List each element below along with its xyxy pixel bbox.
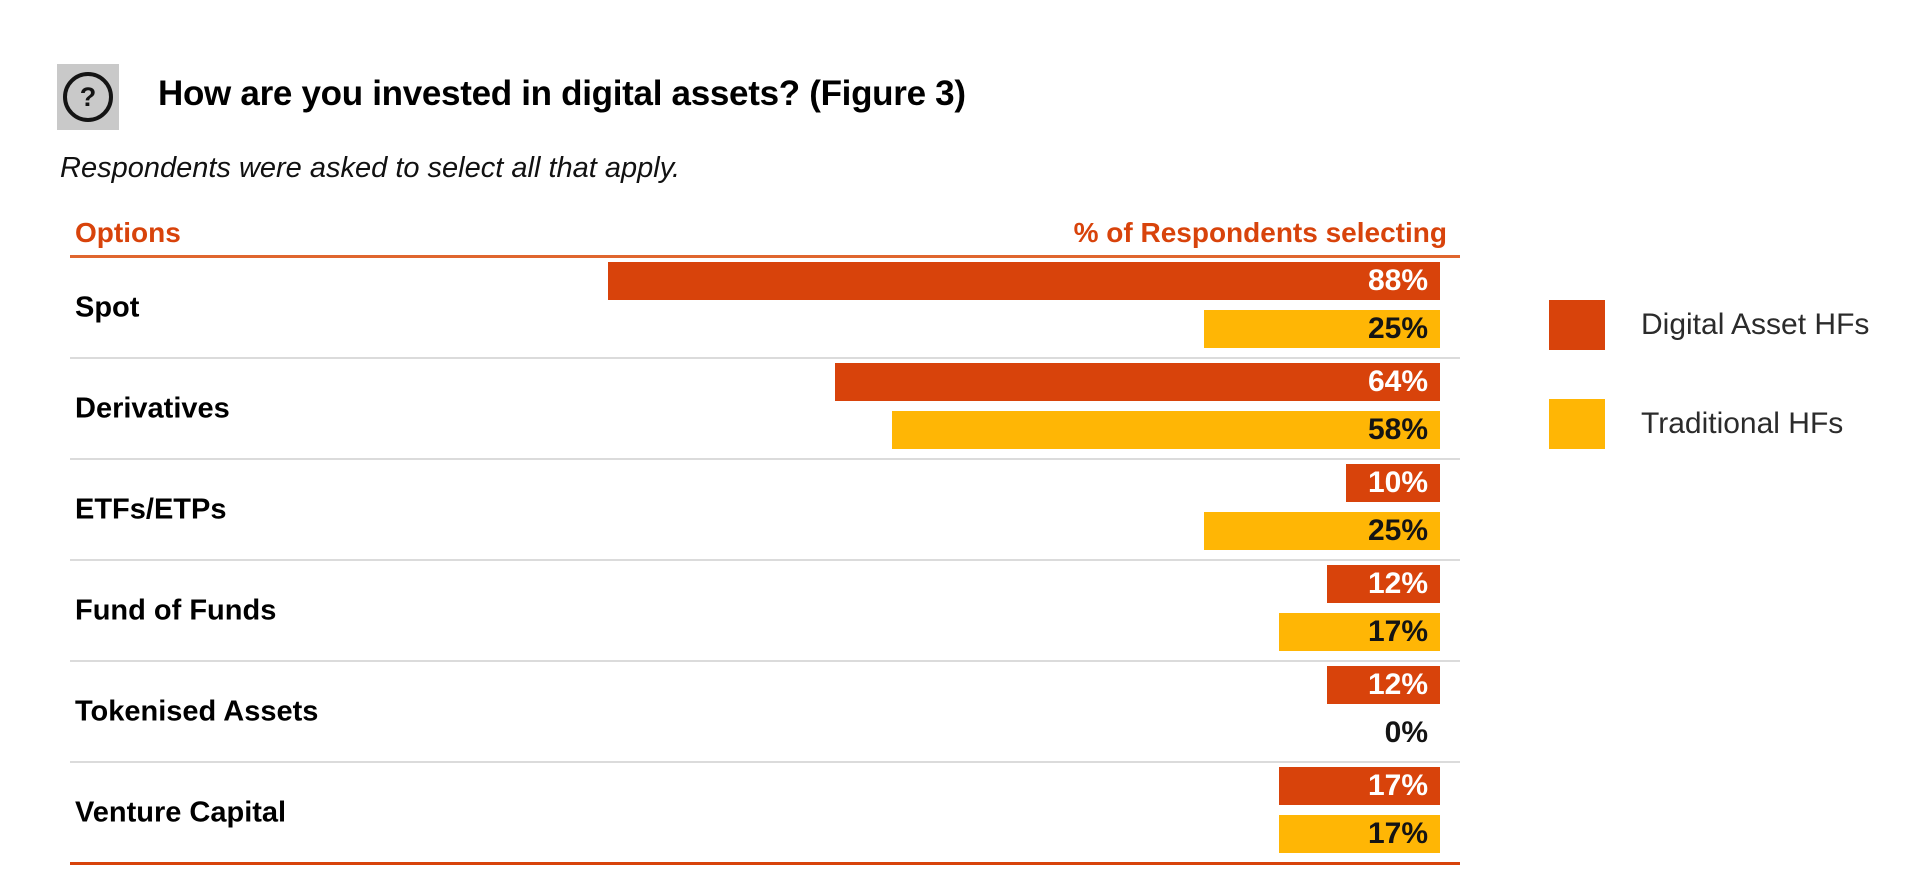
bar-group: 64% 58%: [50, 359, 1440, 458]
category-label: Fund of Funds: [75, 594, 277, 626]
category-label: Spot: [75, 291, 140, 323]
bar-digital-asset-hfs: 12%: [1326, 565, 1440, 603]
column-header-percent: % of Respondents selecting: [1073, 217, 1447, 248]
legend-item-traditional-hfs: Traditional HFs: [1549, 399, 1869, 449]
bar-group: 12% 0%: [50, 662, 1440, 761]
bar-digital-asset-hfs: 17%: [1279, 767, 1440, 805]
bar-traditional-hfs: 25%: [1203, 310, 1440, 348]
bar-value-label: 17%: [1367, 769, 1428, 802]
bar-digital-asset-hfs: 88%: [608, 262, 1440, 300]
bar-value-label: 25%: [1367, 312, 1428, 345]
bar-value-label: 12%: [1367, 567, 1428, 600]
figure-subtitle: Respondents were asked to select all tha…: [60, 152, 681, 184]
bar-group: 17% 17%: [50, 763, 1440, 862]
category-label: Venture Capital: [75, 796, 287, 828]
bar-value-label: 10%: [1367, 466, 1428, 499]
bar-traditional-hfs: 25%: [1203, 512, 1440, 550]
table-row: ETFs/ETPs 10% 25%: [70, 460, 1460, 561]
bar-group: 12% 17%: [50, 561, 1440, 660]
page-title: How are you invested in digital assets? …: [158, 74, 966, 113]
bar-value-label: 0%: [1384, 716, 1428, 749]
bar-group: 10% 25%: [50, 460, 1440, 559]
bar-value-label: 12%: [1367, 668, 1428, 701]
bar-value-label: 64%: [1367, 365, 1428, 398]
chart-rows: Spot 88% 25% Derivatives 64% 58% ETFs/ETPs 10% 2…: [70, 258, 1460, 865]
table-header-row: Options % of Respondents selecting: [70, 210, 1460, 258]
table-row: Fund of Funds 12% 17%: [70, 561, 1460, 662]
chart-legend: Digital Asset HFs Traditional HFs: [1549, 300, 1869, 449]
category-label: Derivatives: [75, 392, 230, 424]
question-mark-icon: ?: [57, 64, 119, 130]
bar-value-label: 88%: [1367, 264, 1428, 297]
column-header-options: Options: [75, 217, 181, 248]
bar-value-label: 17%: [1367, 615, 1428, 648]
bar-traditional-hfs: 0%: [1385, 714, 1440, 752]
bar-value-label: 58%: [1367, 413, 1428, 446]
bar-traditional-hfs: 17%: [1279, 815, 1440, 853]
table-row: Derivatives 64% 58%: [70, 359, 1460, 460]
legend-swatch-digital-asset-hfs: [1549, 300, 1605, 350]
legend-item-digital-asset-hfs: Digital Asset HFs: [1549, 300, 1869, 350]
bar-value-label: 25%: [1367, 514, 1428, 547]
table-row: Venture Capital 17% 17%: [70, 763, 1460, 865]
bar-digital-asset-hfs: 12%: [1326, 666, 1440, 704]
bar-digital-asset-hfs: 64%: [835, 363, 1440, 401]
bar-traditional-hfs: 17%: [1279, 613, 1440, 651]
legend-swatch-traditional-hfs: [1549, 399, 1605, 449]
table-row: Spot 88% 25%: [70, 258, 1460, 359]
bar-traditional-hfs: 58%: [891, 411, 1440, 449]
legend-label: Digital Asset HFs: [1641, 308, 1870, 341]
category-label: Tokenised Assets: [75, 695, 319, 727]
chart-table: Options % of Respondents selecting Spot 8…: [70, 210, 1460, 865]
bar-group: 88% 25%: [50, 258, 1440, 357]
bar-value-label: 17%: [1367, 817, 1428, 850]
category-label: ETFs/ETPs: [75, 493, 227, 525]
legend-label: Traditional HFs: [1641, 407, 1844, 440]
table-row: Tokenised Assets 12% 0%: [70, 662, 1460, 763]
question-mark-glyph: ?: [63, 72, 113, 122]
bar-digital-asset-hfs: 10%: [1345, 464, 1440, 502]
